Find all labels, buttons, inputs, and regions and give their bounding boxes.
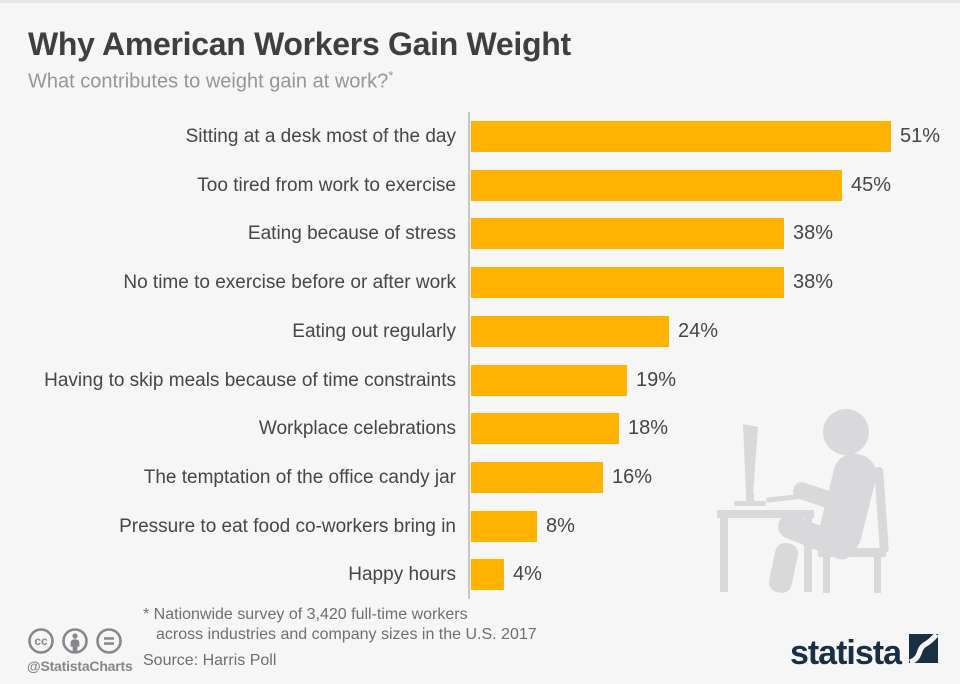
category-label: No time to exercise before or after work	[123, 272, 456, 294]
axis-baseline	[468, 112, 470, 599]
bar	[471, 267, 784, 299]
value-label: 19%	[636, 368, 677, 391]
value-label: 24%	[678, 319, 719, 342]
footnote-line-1: * Nationwide survey of 3,420 full-time w…	[143, 606, 468, 623]
bar	[471, 315, 669, 347]
attribution-person-icon	[61, 627, 89, 660]
bar-row: The temptation of the office candy jar 16…	[0, 461, 960, 493]
top-border-strip	[0, 0, 960, 3]
value-label: 4%	[513, 563, 542, 586]
category-label: Workplace celebrations	[258, 418, 456, 440]
category-label: Too tired from work to exercise	[197, 174, 456, 196]
cc-icon: cc	[27, 627, 55, 660]
statista-charts-handle: @StatistaCharts	[27, 658, 133, 674]
bar-row: No time to exercise before or after work…	[0, 267, 960, 299]
bar	[471, 218, 784, 250]
value-label: 38%	[793, 271, 834, 294]
footnote: * Nationwide survey of 3,420 full-time w…	[143, 605, 583, 644]
bar-row: Having to skip meals because of time con…	[0, 364, 960, 396]
bar-row: Workplace celebrations 18%	[0, 413, 960, 445]
subtitle-text: What contributes to weight gain at work?	[28, 70, 389, 93]
category-label: Happy hours	[348, 564, 456, 586]
bar	[471, 121, 891, 152]
value-label: 16%	[612, 465, 653, 488]
page-title: Why American Workers Gain Weight	[28, 26, 571, 62]
source-credit: Source: Harris Poll	[143, 652, 277, 669]
person-sitting-at-desk-pictogram	[700, 398, 960, 613]
bar	[471, 510, 537, 542]
value-label: 45%	[851, 173, 892, 196]
equals-icon	[95, 627, 123, 660]
bar	[471, 169, 842, 201]
bar-row: Eating because of stress 38%	[0, 218, 960, 250]
value-label: 51%	[900, 125, 941, 147]
category-label: The temptation of the office candy jar	[143, 466, 456, 488]
category-label: Having to skip meals because of time con…	[44, 369, 456, 391]
footnote-line-2: across industries and company sizes in t…	[156, 625, 537, 643]
page-subtitle: What contributes to weight gain at work?…	[28, 68, 788, 94]
category-label: Eating out regularly	[292, 320, 456, 342]
svg-text:cc: cc	[34, 634, 48, 648]
category-label: Pressure to eat food co-workers bring in	[119, 515, 456, 537]
bar-row: Pressure to eat food co-workers bring in…	[0, 510, 960, 542]
category-label: Sitting at a desk most of the day	[185, 126, 456, 147]
bar-row: Sitting at a desk most of the day 51%	[0, 121, 960, 152]
footnote-marker: *	[388, 68, 394, 83]
statista-logo-mark	[908, 632, 939, 668]
category-label: Eating because of stress	[247, 223, 456, 245]
bar	[471, 559, 504, 591]
bar-row: Happy hours 4%	[0, 559, 960, 591]
license-icons: cc	[27, 627, 123, 660]
bar	[471, 364, 627, 396]
bar-row: Eating out regularly 24%	[0, 315, 960, 347]
value-label: 18%	[628, 417, 669, 440]
value-label: 38%	[793, 222, 834, 245]
bar-row: Too tired from work to exercise 45%	[0, 169, 960, 201]
statista-logo: statista	[789, 632, 939, 672]
bar	[471, 413, 619, 445]
value-label: 8%	[546, 514, 575, 537]
bar-chart: Sitting at a desk most of the day 51% Too …	[0, 112, 960, 604]
statista-wordmark: statista	[789, 634, 902, 672]
bar	[471, 461, 603, 493]
